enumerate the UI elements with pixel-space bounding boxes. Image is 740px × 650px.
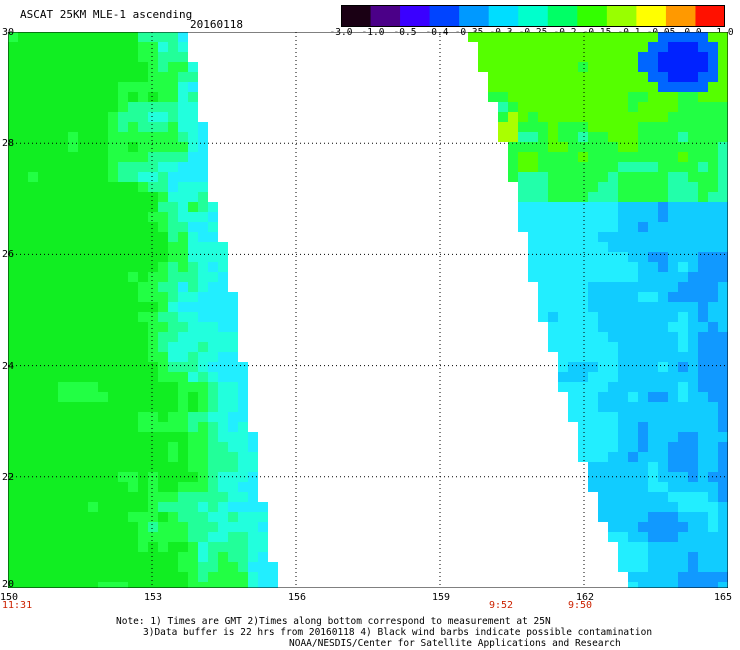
map-date: 20160118 — [190, 18, 243, 31]
map-plot — [8, 32, 728, 588]
colorbar-swatch — [400, 5, 431, 27]
map-title: ASCAT 25KM MLE-1 ascending — [20, 8, 193, 21]
colorbar-swatch — [547, 5, 578, 27]
colorbar — [341, 5, 725, 27]
colorbar-swatch — [488, 5, 519, 27]
time-right: 9:50 — [568, 600, 593, 611]
colorbar-swatch — [636, 5, 667, 27]
y-tick-label: 22 — [2, 471, 15, 483]
colorbar-swatch — [341, 5, 372, 27]
colorbar-swatch — [606, 5, 637, 27]
y-tick-label: 24 — [2, 360, 15, 372]
y-tick-label: 26 — [2, 249, 15, 261]
x-tick-label: 153 — [144, 592, 163, 603]
colorbar-frame — [341, 5, 725, 27]
y-tick-label: 20 — [2, 579, 15, 590]
colorbar-swatch — [518, 5, 549, 27]
grid-lines — [8, 32, 728, 588]
wind-swaths — [8, 32, 728, 588]
x-tick-label: 156 — [288, 592, 307, 603]
colorbar-swatch — [370, 5, 401, 27]
x-tick-label: 162 — [576, 592, 595, 603]
note-line-3: NOAA/NESDIS/Center for Satellite Applica… — [289, 638, 621, 649]
y-tick-label: 30 — [2, 27, 15, 38]
x-tick-label: 150 — [0, 592, 19, 603]
note-line-2: 3)Data buffer is 22 hrs from 20160118 4)… — [143, 627, 653, 638]
colorbar-swatch — [459, 5, 490, 27]
note-line-1: Note: 1) Times are GMT 2)Times along bot… — [116, 616, 551, 627]
time-left: 11:31 — [2, 600, 33, 611]
time-mid: 9:52 — [489, 600, 514, 611]
x-tick-label: 165 — [714, 592, 733, 603]
colorbar-swatch — [429, 5, 460, 27]
y-tick-label: 28 — [2, 138, 15, 150]
colorbar-swatch — [695, 5, 725, 27]
colorbar-swatch — [665, 5, 696, 27]
colorbar-swatch — [577, 5, 608, 27]
x-tick-label: 159 — [432, 592, 451, 603]
